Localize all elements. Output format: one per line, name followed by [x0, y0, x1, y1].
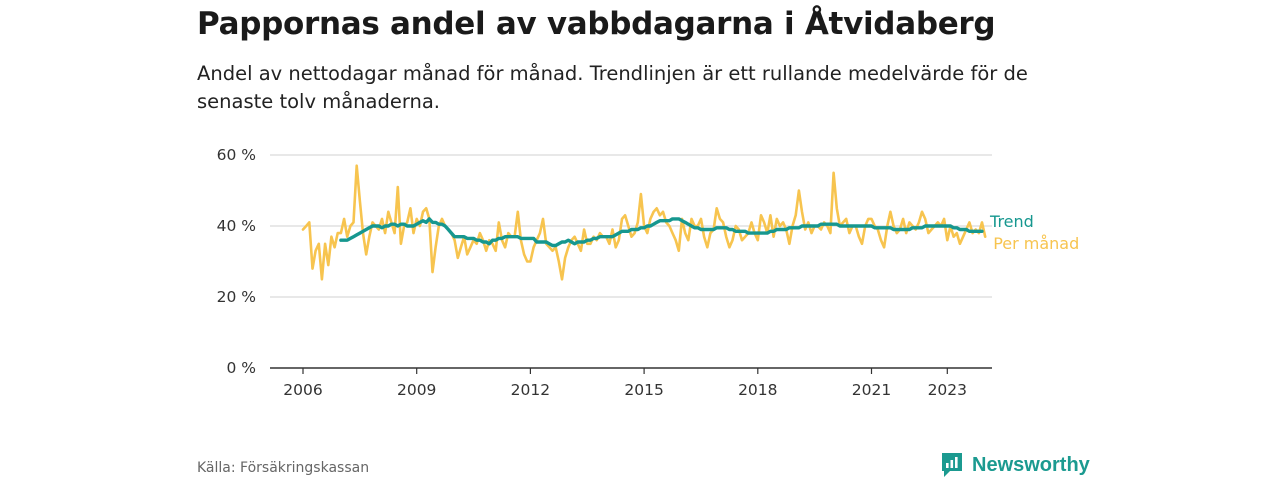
series-lines: [301, 164, 987, 281]
axes: 0 % 20 % 40 % 60 % 2006 2009 2012 2015 2018 2021 2…: [217, 146, 992, 399]
brand-logo: Newsworthy: [940, 451, 1090, 479]
x-tick-label: 2023: [928, 381, 967, 399]
newsworthy-logo-icon: [942, 453, 962, 477]
x-tick-label: 2018: [738, 381, 777, 399]
chart-subtitle: Andel av nettodagar månad för månad. Tre…: [197, 62, 1028, 113]
x-tick-label: 2021: [852, 381, 891, 399]
x-tick-label: 2015: [624, 381, 663, 399]
y-tick-label: 0 %: [226, 359, 256, 377]
chart-title: Pappornas andel av vabbdagarna i Åtvidab…: [197, 6, 996, 42]
monthly-series-line: [301, 164, 987, 281]
y-tick-label: 60 %: [217, 146, 256, 164]
legend-label-monthly: Per månad: [993, 234, 1079, 253]
x-tick-label: 2012: [511, 381, 550, 399]
trend-series-line: [339, 217, 984, 248]
x-tick-label: 2006: [283, 381, 322, 399]
brand-name: Newsworthy: [972, 453, 1090, 476]
y-tick-label: 20 %: [217, 288, 256, 306]
source-note: Källa: Försäkringskassan: [197, 460, 370, 476]
x-tick-label: 2009: [397, 381, 436, 399]
legend: Per månad Trend: [989, 212, 1079, 253]
legend-label-trend: Trend: [989, 212, 1034, 231]
y-tick-label: 40 %: [217, 217, 256, 235]
